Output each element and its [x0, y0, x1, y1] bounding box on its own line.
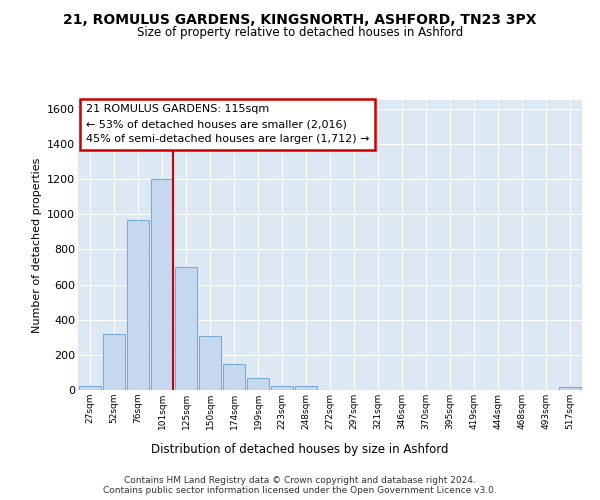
Bar [559, 388, 581, 390]
Bar [223, 364, 245, 390]
Bar [103, 334, 125, 390]
Bar [271, 386, 293, 390]
Bar [151, 179, 173, 390]
Text: Size of property relative to detached houses in Ashford: Size of property relative to detached ho… [137, 26, 463, 39]
Bar [199, 336, 221, 390]
Bar [247, 378, 269, 390]
Bar [295, 386, 317, 390]
Bar [127, 220, 149, 390]
Text: 21 ROMULUS GARDENS: 115sqm
← 53% of detached houses are smaller (2,016)
45% of s: 21 ROMULUS GARDENS: 115sqm ← 53% of deta… [86, 104, 369, 144]
Text: Contains HM Land Registry data © Crown copyright and database right 2024.: Contains HM Land Registry data © Crown c… [124, 476, 476, 485]
Text: Distribution of detached houses by size in Ashford: Distribution of detached houses by size … [151, 442, 449, 456]
Text: 21, ROMULUS GARDENS, KINGSNORTH, ASHFORD, TN23 3PX: 21, ROMULUS GARDENS, KINGSNORTH, ASHFORD… [63, 12, 537, 26]
Y-axis label: Number of detached properties: Number of detached properties [32, 158, 41, 332]
Text: Contains public sector information licensed under the Open Government Licence v3: Contains public sector information licen… [103, 486, 497, 495]
Bar [175, 267, 197, 390]
Bar [79, 386, 101, 390]
